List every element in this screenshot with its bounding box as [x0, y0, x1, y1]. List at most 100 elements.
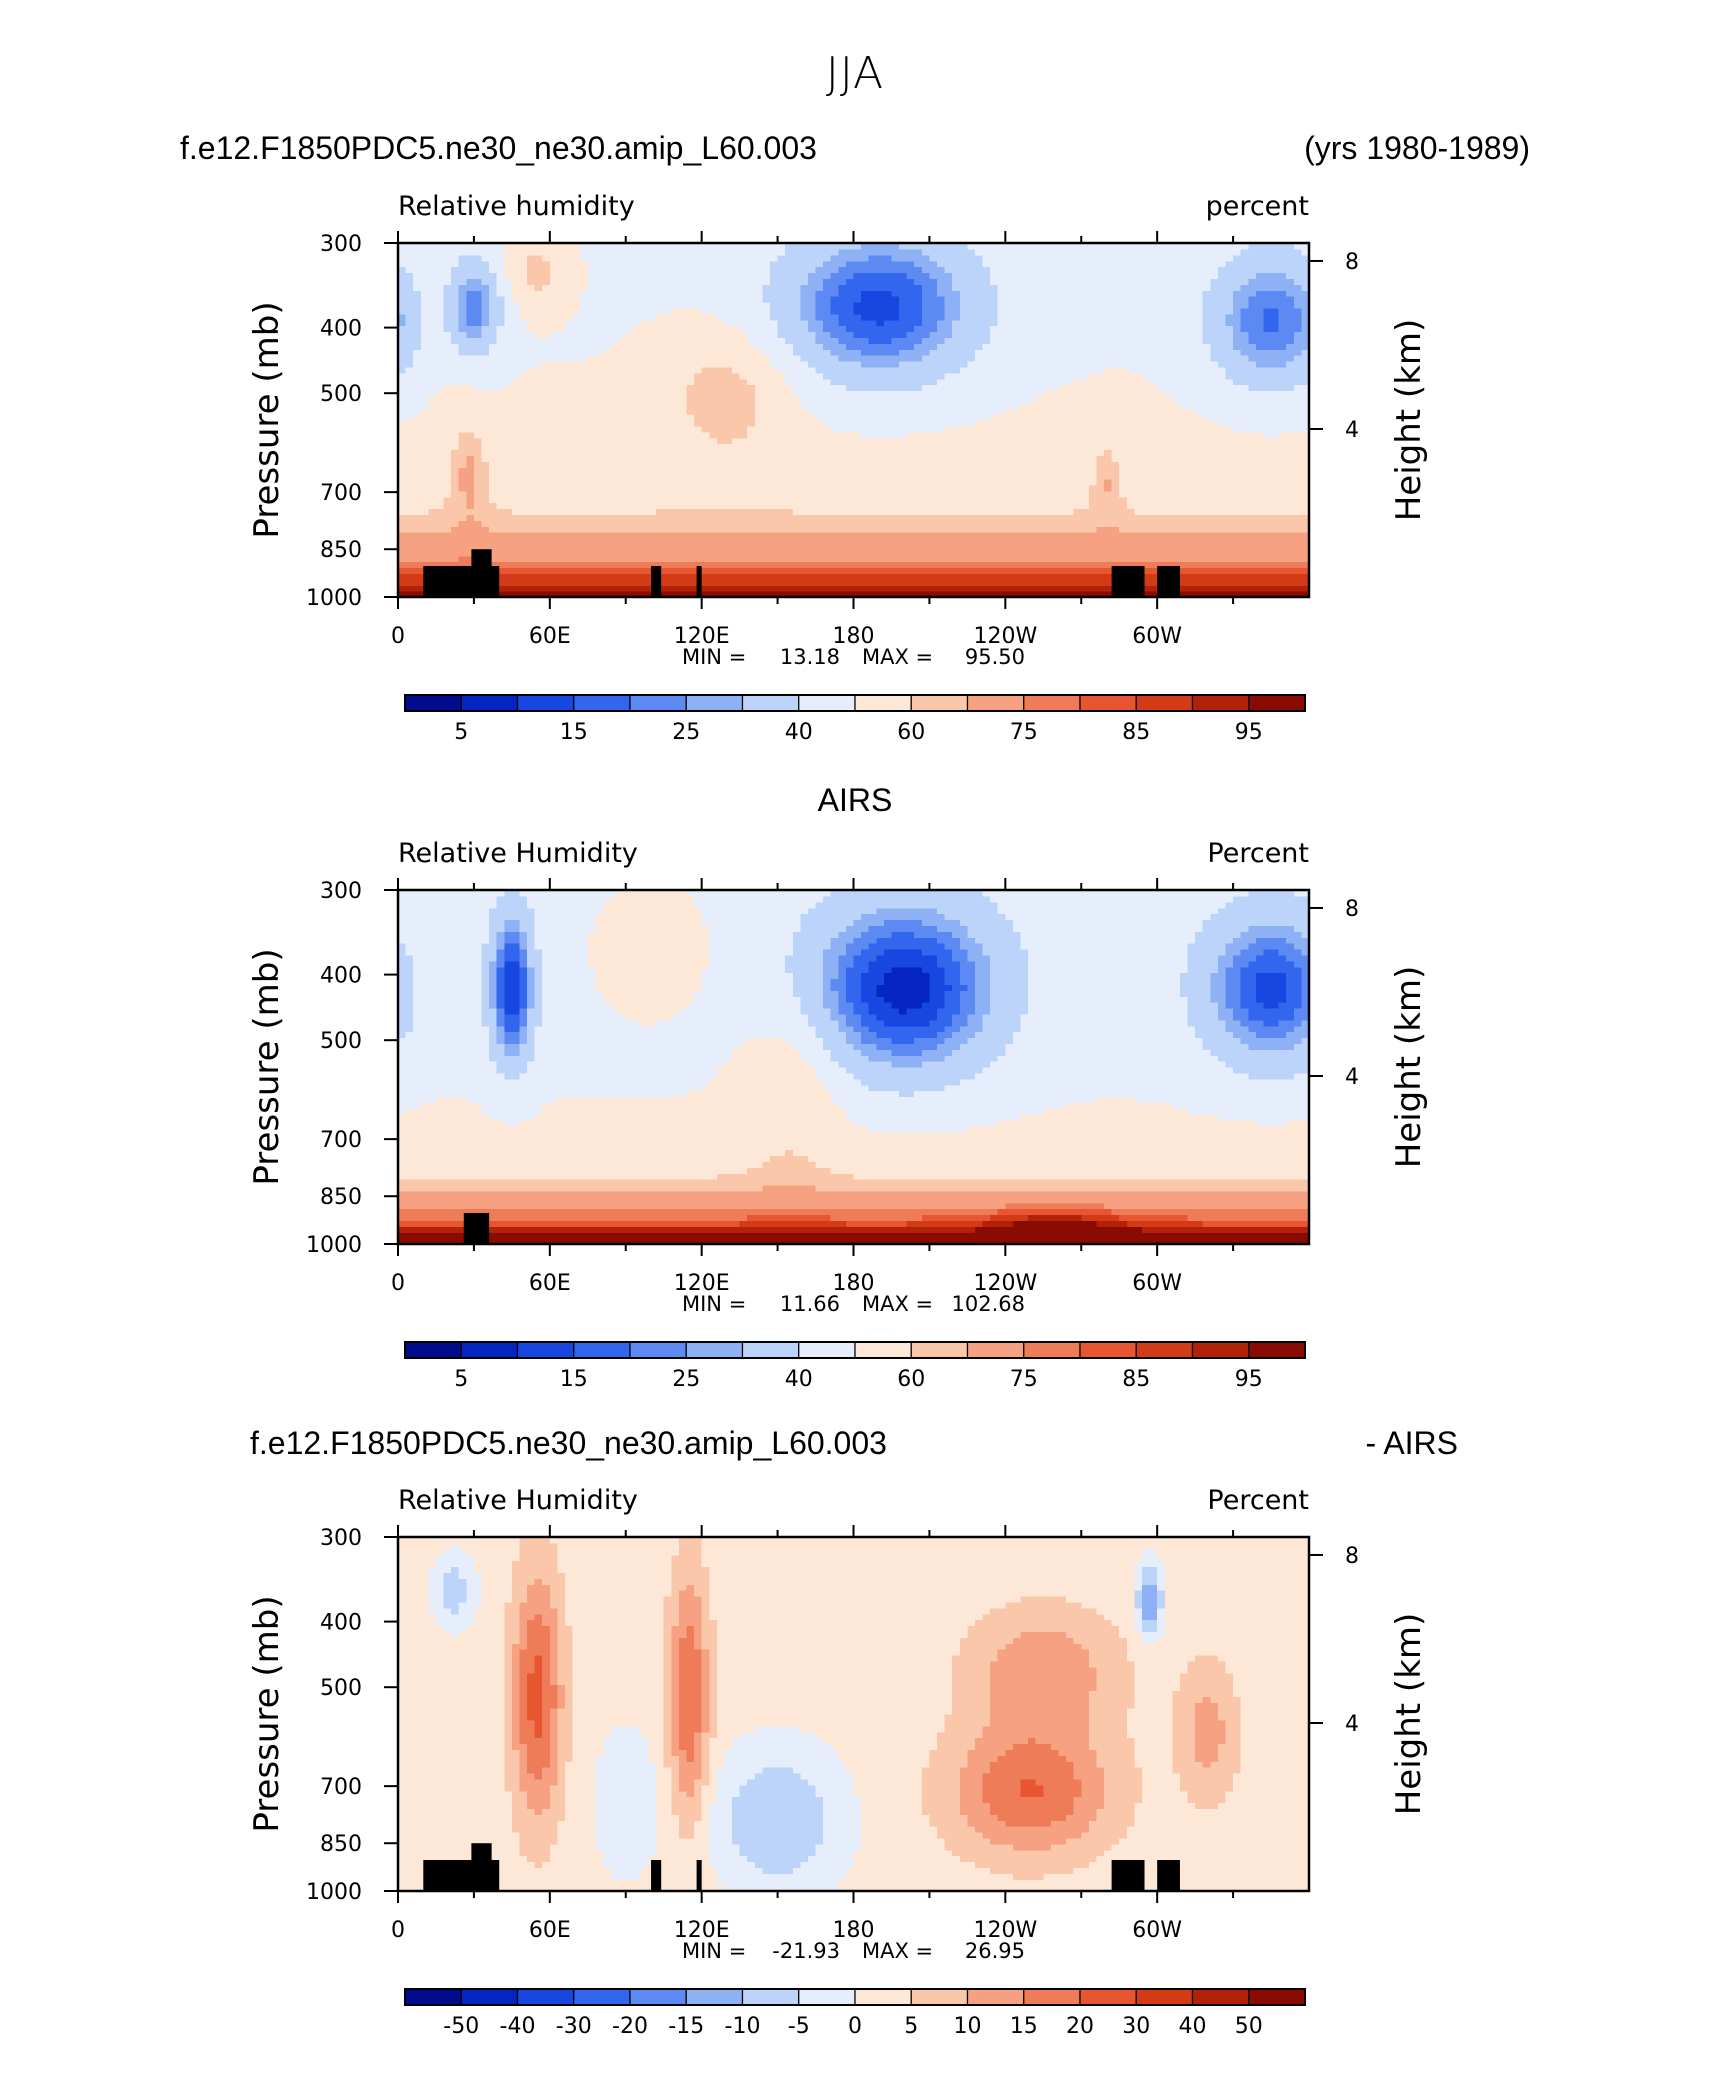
heatmap-cell [466, 426, 474, 433]
heatmap-cell [1286, 473, 1294, 480]
heatmap-cell [891, 379, 899, 386]
heatmap-cell [565, 520, 573, 527]
heatmap-cell [1043, 367, 1051, 374]
heatmap-cell [808, 349, 816, 356]
heatmap-cell [1043, 514, 1051, 521]
heatmap-cell [1294, 450, 1302, 457]
heatmap-cell [474, 467, 482, 474]
heatmap-cell [861, 438, 869, 445]
heatmap-cell [1256, 514, 1264, 521]
heatmap-cell [557, 497, 565, 504]
heatmap-cell [1089, 579, 1097, 586]
heatmap-cell [990, 514, 998, 521]
heatmap-cell [1172, 361, 1180, 368]
heatmap-cell [671, 544, 679, 551]
heatmap-cell [838, 568, 846, 575]
heatmap-cell [770, 444, 778, 451]
heatmap-cell [557, 538, 565, 545]
heatmap-cell [990, 379, 998, 386]
heatmap-cell [1165, 414, 1173, 421]
heatmap-cell [1119, 497, 1127, 504]
heatmap-cell [808, 379, 816, 386]
heatmap-cell [1013, 402, 1021, 409]
heatmap-cell [998, 579, 1006, 586]
heatmap-cell [679, 514, 687, 521]
heatmap-cell [413, 367, 421, 374]
heatmap-cell [421, 532, 429, 539]
heatmap-cell [1180, 556, 1188, 563]
heatmap-cell [588, 520, 596, 527]
heatmap-cell [1043, 562, 1051, 569]
heatmap-cell [686, 379, 694, 386]
heatmap-cell [998, 414, 1006, 421]
heatmap-cell [854, 568, 862, 575]
heatmap-cell [595, 491, 603, 498]
heatmap-cell [1195, 550, 1203, 557]
heatmap-cell [1021, 491, 1029, 498]
heatmap-cell [823, 455, 831, 462]
heatmap-cell [983, 432, 991, 439]
heatmap-cell [519, 450, 527, 457]
heatmap-cell [1013, 479, 1021, 486]
heatmap-cell [747, 585, 755, 592]
heatmap-cell [876, 509, 884, 516]
heatmap-cell [497, 491, 505, 498]
heatmap-cell [1036, 432, 1044, 439]
heatmap-cell [702, 467, 710, 474]
heatmap-cell [1142, 455, 1150, 462]
heatmap-cell [1013, 526, 1021, 533]
heatmap-cell [595, 426, 603, 433]
heatmap-cell [1233, 355, 1241, 362]
heatmap-cell [975, 450, 983, 457]
heatmap-cell [717, 373, 725, 380]
heatmap-cell [1021, 420, 1029, 427]
heatmap-cell [846, 455, 854, 462]
heatmap-cell [846, 349, 854, 356]
heatmap-cell [512, 491, 520, 498]
heatmap-cell [588, 538, 596, 545]
heatmap-cell [861, 538, 869, 545]
heatmap-cell [573, 473, 581, 480]
heatmap-cell [580, 461, 588, 468]
heatmap-cell [717, 420, 725, 427]
heatmap-cell [1188, 444, 1196, 451]
heatmap-cell [785, 544, 793, 551]
heatmap-cell [816, 396, 824, 403]
heatmap-cell [512, 455, 520, 462]
heatmap-cell [1225, 538, 1233, 545]
heatmap-cell [535, 544, 543, 551]
heatmap-cell [557, 396, 565, 403]
heatmap-cell [1036, 402, 1044, 409]
heatmap-cell [800, 396, 808, 403]
heatmap-cell [891, 579, 899, 586]
heatmap-cell [846, 550, 854, 557]
heatmap-cell [1180, 497, 1188, 504]
heatmap-cell [785, 355, 793, 362]
heatmap-cell [1058, 585, 1066, 592]
heatmap-cell [1005, 379, 1013, 386]
heatmap-cell [550, 379, 558, 386]
heatmap-cell [1112, 420, 1120, 427]
heatmap-cell [702, 349, 710, 356]
heatmap-cell [846, 461, 854, 468]
heatmap-cell [967, 426, 975, 433]
heatmap-cell [1043, 538, 1051, 545]
heatmap-cell [998, 355, 1006, 362]
heatmap-cell [1225, 444, 1233, 451]
heatmap-cell [1112, 497, 1120, 504]
heatmap-cell [755, 556, 763, 563]
heatmap-cell [1279, 585, 1287, 592]
heatmap-cell [945, 444, 953, 451]
heatmap-cell [588, 568, 596, 575]
heatmap-cell [595, 402, 603, 409]
heatmap-cell [755, 491, 763, 498]
heatmap-cell [436, 514, 444, 521]
heatmap-cell [413, 526, 421, 533]
heatmap-cell [1172, 485, 1180, 492]
heatmap-cell [1165, 379, 1173, 386]
heatmap-cell [922, 497, 930, 504]
heatmap-cell [724, 503, 732, 510]
heatmap-cell [1210, 426, 1218, 433]
heatmap-cell [444, 455, 452, 462]
heatmap-cell [1066, 408, 1074, 415]
